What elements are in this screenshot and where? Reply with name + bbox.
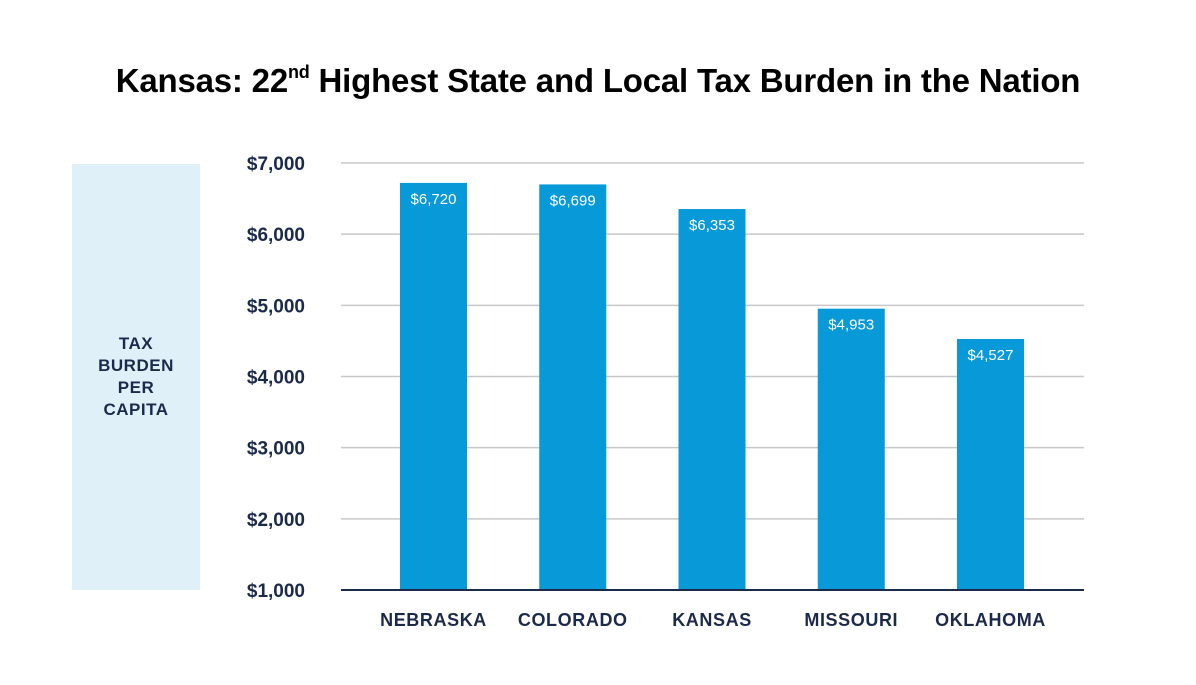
x-category-labels: NEBRASKA COLORADO KANSAS MISSOURI OKLAHOMA [380,610,1046,630]
y-axis-label-box: TAX BURDEN PER CAPITA [72,164,200,590]
y-axis-label-line: PER [117,378,155,397]
x-category-label: OKLAHOMA [935,610,1046,630]
y-tick-label: $6,000 [247,225,305,246]
y-tick-label: $7,000 [247,154,305,175]
chart-title: Kansas: 22nd Highest State and Local Tax… [0,62,1196,100]
bar-colorado [539,184,607,590]
y-axis-label-line: BURDEN [98,356,174,375]
y-tick-labels: $1,000 $2,000 $3,000 $4,000 $5,000 $6,000 $7,0… [247,154,305,602]
data-labels: $6,720 $6,699 $6,353 $4,953 $4,527 [411,191,1014,364]
data-label: $6,699 [550,192,596,209]
x-category-label: KANSAS [672,610,752,630]
chart-title-superscript: nd [287,62,310,82]
y-axis-label: TAX BURDEN PER CAPITA [86,333,186,421]
y-tick-label: $4,000 [247,368,305,389]
y-tick-label: $2,000 [247,510,305,531]
y-tick-label: $1,000 [247,581,305,602]
y-axis-label-line: TAX [118,334,154,353]
y-axis-label-line: CAPITA [103,400,169,419]
x-category-label: MISSOURI [804,610,898,630]
chart-title-main: Kansas: 22 [115,62,288,99]
y-tick-label: $3,000 [247,439,305,460]
bar-missouri [817,308,885,590]
chart-title-rest: Highest State and Local Tax Burden in th… [309,62,1081,99]
bar-kansas [678,209,746,590]
bar-oklahoma [957,338,1024,590]
data-label: $6,353 [689,217,735,234]
data-label: $4,953 [828,317,874,334]
x-category-label: COLORADO [518,610,628,630]
y-tick-label: $5,000 [247,296,305,317]
bars [400,182,1024,590]
data-label: $6,720 [411,191,457,208]
data-label: $4,527 [968,347,1014,364]
x-category-label: NEBRASKA [380,610,487,630]
bar-nebraska [400,182,467,590]
